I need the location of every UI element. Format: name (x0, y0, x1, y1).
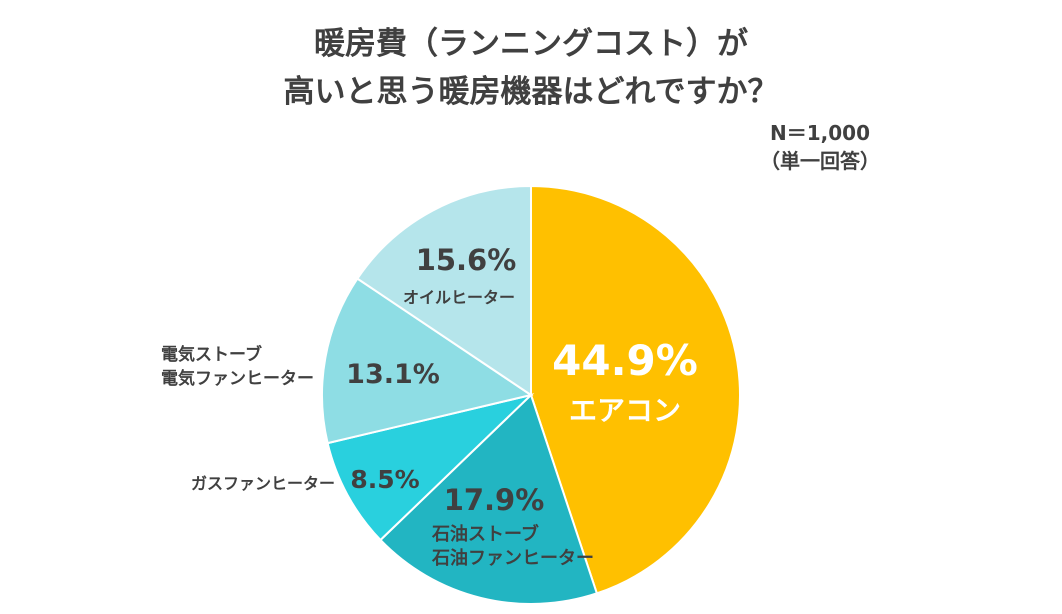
slice-category-label-5-line-1: オイルヒーター (403, 288, 515, 307)
slice-category-label-4-line-2: 電気ファンヒーター (161, 368, 314, 389)
slice-value-label-1: 44.9% (552, 336, 698, 385)
pie-slice-4 (321, 277, 534, 445)
answer-type-note: （単一回答） (760, 149, 880, 173)
slice-category-label-3-line-1: ガスファンヒーター (191, 474, 335, 493)
chart-title-line-1: 暖房費（ランニングコスト）が (314, 26, 748, 62)
slice-category-label-1-line-1: エアコン (569, 394, 681, 427)
slice-category-label-2-line-1: 石油ストーブ (431, 523, 539, 545)
pie-slices (321, 184, 741, 605)
slice-value-label-3: 8.5% (350, 465, 419, 494)
sample-size-note: N＝1,000 (770, 121, 870, 145)
slice-value-label-5: 15.6% (416, 243, 517, 277)
pie-slice-1 (530, 184, 741, 595)
pie-slice-5 (356, 184, 532, 397)
slice-value-label-4: 13.1% (346, 359, 440, 390)
slice-value-label-2: 17.9% (444, 483, 545, 517)
chart-title-line-2: 高いと思う暖房機器はどれですか？ (283, 74, 778, 110)
pie-slice-2 (379, 393, 599, 605)
slice-category-label-4-line-1: 電気ストーブ (161, 344, 262, 365)
slice-category-label-2-line-2: 石油ファンヒーター (431, 547, 594, 569)
